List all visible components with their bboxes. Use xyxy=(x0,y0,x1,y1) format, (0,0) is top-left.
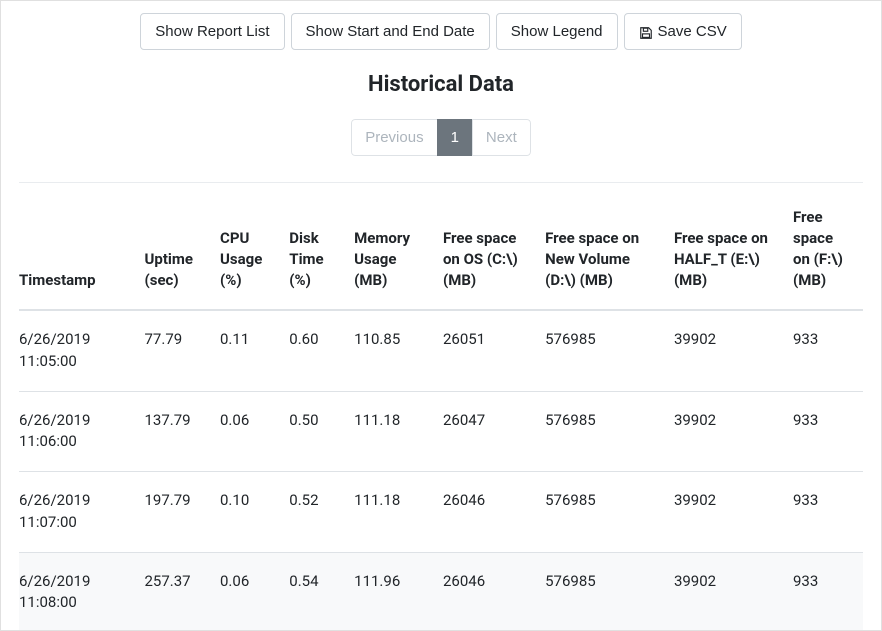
column-header: Free space on New Volume (D:\) (MB) xyxy=(535,183,664,310)
scroll-container[interactable]: Show Report List Show Start and End Date… xyxy=(1,1,881,630)
table-cell: 576985 xyxy=(535,310,664,391)
show-legend-label: Show Legend xyxy=(511,21,603,42)
table-cell: 137.79 xyxy=(135,391,211,472)
table-header: TimestampUptime (sec)CPU Usage (%)Disk T… xyxy=(19,183,863,310)
save-icon xyxy=(639,25,653,39)
table-cell: 576985 xyxy=(535,472,664,553)
toolbar: Show Report List Show Start and End Date… xyxy=(19,13,863,50)
column-header: Free space on (F:\) (MB) xyxy=(783,183,863,310)
table-cell: 576985 xyxy=(535,391,664,472)
column-header: Memory Usage (MB) xyxy=(344,183,433,310)
data-table: TimestampUptime (sec)CPU Usage (%)Disk T… xyxy=(19,183,863,630)
table-row: 6/26/2019 11:07:00197.790.100.52111.1826… xyxy=(19,472,863,553)
table-cell: 6/26/2019 11:08:00 xyxy=(19,552,135,630)
table-cell: 0.54 xyxy=(279,552,344,630)
table-cell: 197.79 xyxy=(135,472,211,553)
table-row: 6/26/2019 11:08:00257.370.060.54111.9626… xyxy=(19,552,863,630)
table-cell: 26047 xyxy=(433,391,535,472)
column-header: Disk Time (%) xyxy=(279,183,344,310)
pagination-previous-button[interactable]: Previous xyxy=(351,119,437,156)
table-row: 6/26/2019 11:05:0077.790.110.60110.85260… xyxy=(19,310,863,391)
table-cell: 257.37 xyxy=(135,552,211,630)
pagination-next-button[interactable]: Next xyxy=(472,119,531,156)
table-cell: 110.85 xyxy=(344,310,433,391)
show-report-list-button[interactable]: Show Report List xyxy=(140,13,284,50)
pagination: Previous 1 Next xyxy=(19,119,863,156)
show-start-end-date-button[interactable]: Show Start and End Date xyxy=(291,13,490,50)
table-cell: 933 xyxy=(783,472,863,553)
page-group: Previous 1 Next xyxy=(351,119,531,156)
table-cell: 0.06 xyxy=(210,391,279,472)
table-cell: 6/26/2019 11:06:00 xyxy=(19,391,135,472)
save-csv-button[interactable]: Save CSV xyxy=(624,13,742,50)
table-cell: 0.52 xyxy=(279,472,344,553)
show-start-end-date-label: Show Start and End Date xyxy=(306,21,475,42)
show-legend-button[interactable]: Show Legend xyxy=(496,13,618,50)
table-cell: 39902 xyxy=(664,552,783,630)
table-cell: 933 xyxy=(783,391,863,472)
table-cell: 6/26/2019 11:07:00 xyxy=(19,472,135,553)
table-cell: 26046 xyxy=(433,472,535,553)
table-cell: 39902 xyxy=(664,310,783,391)
app-viewport: Show Report List Show Start and End Date… xyxy=(0,0,882,631)
table-cell: 0.60 xyxy=(279,310,344,391)
content-area: Show Report List Show Start and End Date… xyxy=(1,1,881,630)
page-title: Historical Data xyxy=(19,72,863,97)
table-cell: 111.96 xyxy=(344,552,433,630)
table-cell: 111.18 xyxy=(344,391,433,472)
column-header: Free space on OS (C:\) (MB) xyxy=(433,183,535,310)
column-header: Timestamp xyxy=(19,183,135,310)
table-body: 6/26/2019 11:05:0077.790.110.60110.85260… xyxy=(19,310,863,630)
table-cell: 0.10 xyxy=(210,472,279,553)
table-cell: 933 xyxy=(783,310,863,391)
table-cell: 39902 xyxy=(664,391,783,472)
table-cell: 26046 xyxy=(433,552,535,630)
table-cell: 576985 xyxy=(535,552,664,630)
table-header-row: TimestampUptime (sec)CPU Usage (%)Disk T… xyxy=(19,183,863,310)
table-cell: 77.79 xyxy=(135,310,211,391)
save-csv-label: Save CSV xyxy=(658,21,727,42)
show-report-list-label: Show Report List xyxy=(155,21,269,42)
table-cell: 111.18 xyxy=(344,472,433,553)
table-cell: 933 xyxy=(783,552,863,630)
table-cell: 26051 xyxy=(433,310,535,391)
table-cell: 0.06 xyxy=(210,552,279,630)
pagination-page-1-button[interactable]: 1 xyxy=(437,119,473,156)
table-cell: 0.50 xyxy=(279,391,344,472)
column-header: Free space on HALF_T (E:\) (MB) xyxy=(664,183,783,310)
table-cell: 6/26/2019 11:05:00 xyxy=(19,310,135,391)
column-header: CPU Usage (%) xyxy=(210,183,279,310)
table-cell: 0.11 xyxy=(210,310,279,391)
table-cell: 39902 xyxy=(664,472,783,553)
column-header: Uptime (sec) xyxy=(135,183,211,310)
table-row: 6/26/2019 11:06:00137.790.060.50111.1826… xyxy=(19,391,863,472)
